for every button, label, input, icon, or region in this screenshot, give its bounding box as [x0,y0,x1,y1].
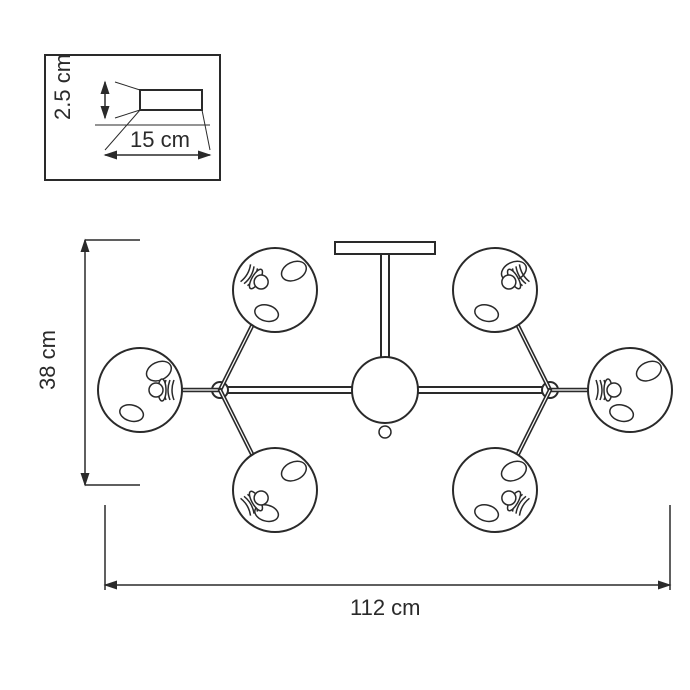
globe-1 [98,348,182,432]
globe-2 [233,448,317,532]
hub-finial [379,426,391,438]
globe-4 [588,348,672,432]
canopy [335,242,435,254]
globe-5 [453,448,537,532]
inset-height-label: 2.5 cm [50,54,75,120]
globe-0 [233,248,317,332]
hub-sphere [352,357,418,423]
inset-canopy-rect [140,90,202,110]
overall-height-label: 38 cm [35,330,60,390]
inset-width-label: 15 cm [130,127,190,152]
globe-3 [453,248,537,332]
diagram-canvas: 2.5 cm 15 cm 38 cm 112 cm [0,0,690,690]
overall-width-label: 112 cm [350,595,421,620]
technical-drawing-svg: 2.5 cm 15 cm 38 cm 112 cm [0,0,690,690]
